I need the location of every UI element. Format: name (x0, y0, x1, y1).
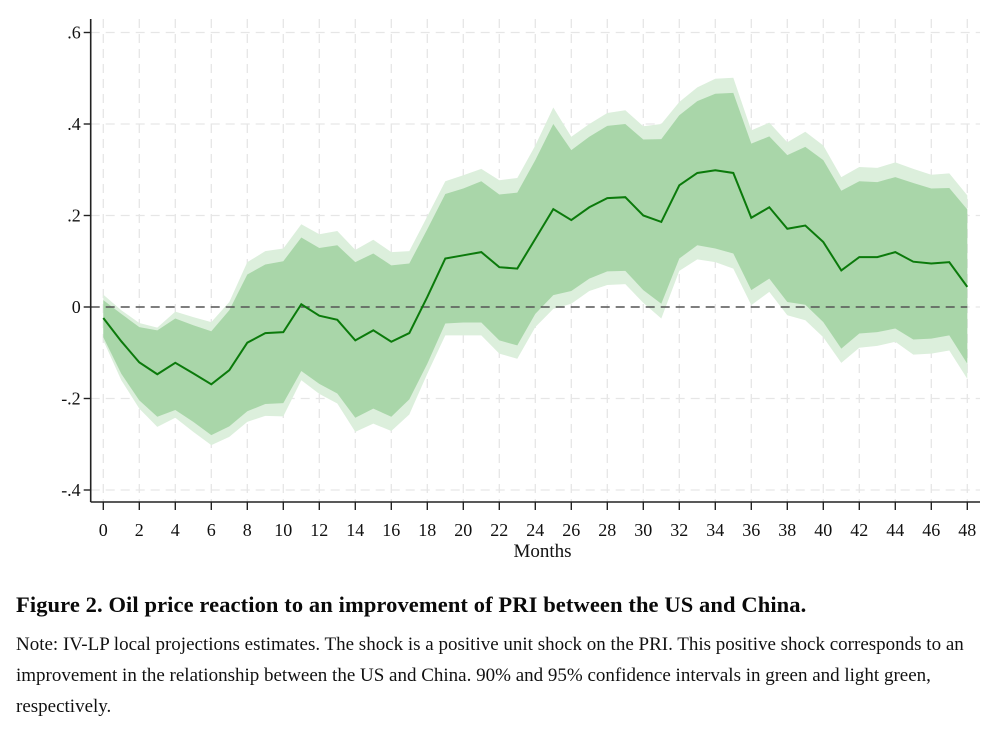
y-tick-label: .4 (67, 114, 81, 134)
x-tick-label: 18 (418, 520, 436, 540)
figure-caption-note: Note: IV-LP local projections estimates.… (16, 634, 964, 717)
x-tick-label: 34 (706, 520, 724, 540)
y-tick-label: .2 (67, 206, 81, 226)
x-axis-title: Months (513, 541, 571, 562)
x-tick-label: 44 (886, 520, 904, 540)
series-line-irf (102, 169, 969, 386)
x-tick-label: 24 (526, 520, 544, 540)
x-tick-label: 42 (850, 520, 868, 540)
x-tick-label: 4 (171, 520, 180, 540)
figure-caption-title: Figure 2. Oil price reaction to an impro… (16, 592, 807, 617)
x-tick-label: 32 (670, 520, 688, 540)
confidence-bands (103, 77, 968, 446)
x-axis-ticks: 0 2 4 6 8 10 12 14 16 18 20 22 24 26 28 30 32 34 36 38 40 42 4… (99, 502, 976, 540)
x-tick-label: 14 (346, 520, 364, 540)
x-tick-label: 12 (310, 520, 328, 540)
y-tick-label: 0 (72, 297, 81, 317)
x-tick-label: 30 (634, 520, 652, 540)
x-tick-label: 16 (382, 520, 400, 540)
y-axis-ticks: -.4 -.2 0 .2 .4 .6 (61, 23, 91, 500)
y-tick-label: -.2 (61, 389, 81, 409)
x-tick-label: 38 (778, 520, 796, 540)
x-tick-label: 10 (274, 520, 292, 540)
x-tick-label: 20 (454, 520, 472, 540)
x-tick-label: 26 (562, 520, 580, 540)
x-tick-label: 8 (243, 520, 252, 540)
band-90-ci (103, 92, 968, 436)
x-tick-label: 48 (958, 520, 976, 540)
y-tick-label: -.4 (61, 480, 81, 500)
x-tick-label: 6 (207, 520, 216, 540)
x-tick-label: 40 (814, 520, 832, 540)
x-tick-label: 2 (135, 520, 144, 540)
x-tick-label: 22 (490, 520, 508, 540)
x-tick-label: 0 (99, 520, 108, 540)
y-tick-label: .6 (67, 23, 81, 43)
x-tick-label: 46 (922, 520, 940, 540)
x-tick-label: 28 (598, 520, 616, 540)
x-tick-label: 36 (742, 520, 760, 540)
irf-chart: -.4-.20.2.4.6 0 2 4 6 8 10 12 14 16 18 20 22 24 26 28 3… (61, 19, 980, 562)
